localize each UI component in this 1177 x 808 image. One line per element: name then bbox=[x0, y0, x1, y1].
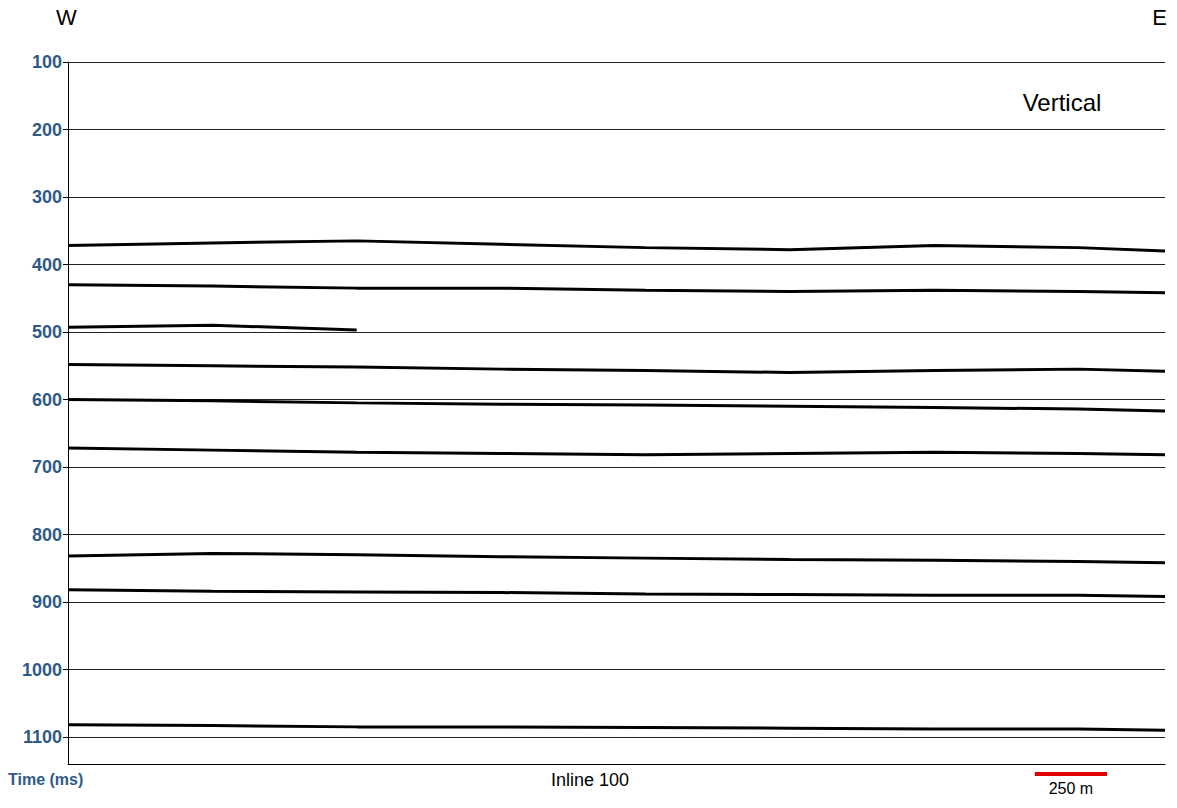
svg-text:600: 600 bbox=[32, 390, 62, 410]
svg-text:1100: 1100 bbox=[23, 727, 62, 747]
svg-text:W: W bbox=[56, 5, 77, 30]
svg-text:900: 900 bbox=[32, 592, 62, 612]
svg-text:Inline 100: Inline 100 bbox=[551, 770, 629, 790]
svg-text:500: 500 bbox=[32, 322, 62, 342]
svg-text:300: 300 bbox=[32, 187, 62, 207]
svg-text:400: 400 bbox=[32, 255, 62, 275]
svg-text:700: 700 bbox=[32, 457, 62, 477]
svg-text:Vertical: Vertical bbox=[1023, 89, 1102, 116]
svg-text:250 m: 250 m bbox=[1049, 780, 1093, 797]
svg-text:Time (ms): Time (ms) bbox=[8, 771, 83, 788]
svg-text:E: E bbox=[1152, 5, 1167, 30]
svg-text:200: 200 bbox=[32, 120, 62, 140]
svg-text:100: 100 bbox=[32, 52, 62, 72]
svg-text:1000: 1000 bbox=[22, 660, 62, 680]
svg-text:800: 800 bbox=[32, 525, 62, 545]
